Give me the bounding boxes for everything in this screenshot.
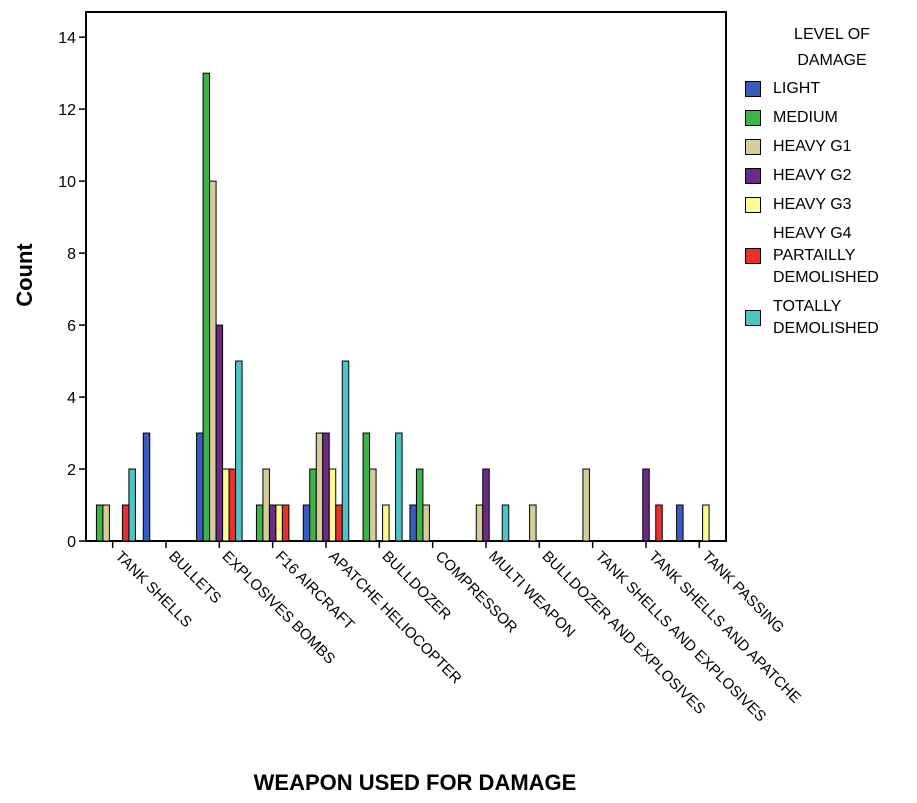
y-tick-label: 0 <box>67 534 76 551</box>
bar <box>255 504 264 542</box>
y-tick-label: 4 <box>67 390 76 407</box>
bar <box>529 504 537 542</box>
legend-swatch <box>745 197 761 213</box>
bar <box>121 504 130 542</box>
bar <box>209 180 217 542</box>
bar <box>102 504 110 542</box>
bar <box>268 504 277 542</box>
legend-label: HEAVY G1 <box>773 138 852 155</box>
bar <box>341 360 350 542</box>
legend-title: LEVEL OF DAMAGE <box>794 26 870 69</box>
bar <box>369 468 377 542</box>
x-axis-title: WEAPON USED FOR DAMAGE <box>254 770 577 795</box>
legend-item: HEAVY G4 PARTAILLY DEMOLISHED <box>745 223 915 289</box>
bar <box>501 504 510 542</box>
bar <box>222 468 230 542</box>
bar <box>142 432 151 542</box>
legend-label: HEAVY G4 PARTAILLY DEMOLISHED <box>773 225 879 286</box>
y-axis-title: Count <box>12 243 37 307</box>
bar <box>395 432 403 542</box>
bar <box>309 468 317 542</box>
bar <box>382 504 390 542</box>
legend-swatch <box>745 139 761 155</box>
y-tick-label: 2 <box>67 462 76 479</box>
bar <box>335 504 343 542</box>
bar <box>702 504 710 542</box>
bar <box>315 432 324 542</box>
y-tick-label: 10 <box>58 174 76 191</box>
legend-swatch <box>745 248 761 264</box>
bar <box>95 504 104 542</box>
legend-swatch <box>745 310 761 326</box>
bar <box>475 504 484 542</box>
legend-label: MEDIUM <box>773 109 838 126</box>
bar <box>676 504 684 542</box>
legend-label: HEAVY G3 <box>773 196 852 213</box>
bar <box>281 504 290 542</box>
legend-swatch <box>745 110 761 126</box>
bar <box>422 504 430 542</box>
legend-item: MEDIUM <box>745 107 915 129</box>
legend-item: HEAVY G1 <box>745 136 915 158</box>
legend-item: HEAVY G2 <box>745 165 915 187</box>
y-tick-label: 14 <box>58 30 76 47</box>
legend-label: TOTALLY DEMOLISHED <box>773 298 879 337</box>
plot-frame <box>85 11 727 542</box>
legend-swatch <box>745 168 761 184</box>
bar <box>196 432 204 542</box>
bar <box>228 468 237 542</box>
bar <box>655 504 663 542</box>
bar <box>409 504 417 542</box>
y-tick-label: 12 <box>58 102 76 119</box>
legend-item: HEAVY G3 <box>745 194 915 216</box>
bar <box>642 468 650 542</box>
legend-label: LIGHT <box>773 80 821 97</box>
bar <box>262 468 270 542</box>
bar <box>322 432 330 542</box>
legend-label: HEAVY G2 <box>773 167 852 184</box>
bar <box>415 468 424 542</box>
legend-swatch <box>745 81 761 97</box>
bar <box>302 504 311 542</box>
bar <box>362 432 371 542</box>
bar <box>215 324 224 542</box>
bar <box>582 468 590 542</box>
y-tick-label: 8 <box>67 246 76 263</box>
y-tick-label: 6 <box>67 318 76 335</box>
bar <box>275 504 283 542</box>
legend-item: LIGHT <box>745 78 915 100</box>
bar <box>202 72 211 542</box>
bar <box>235 360 243 542</box>
bar <box>482 468 490 542</box>
bar <box>128 468 136 542</box>
legend-item: TOTALLY DEMOLISHED <box>745 296 915 340</box>
legend: LEVEL OF DAMAGE LIGHT MEDIUM HEAVY G1 HEAVY… <box>745 22 915 347</box>
bar <box>328 468 337 542</box>
